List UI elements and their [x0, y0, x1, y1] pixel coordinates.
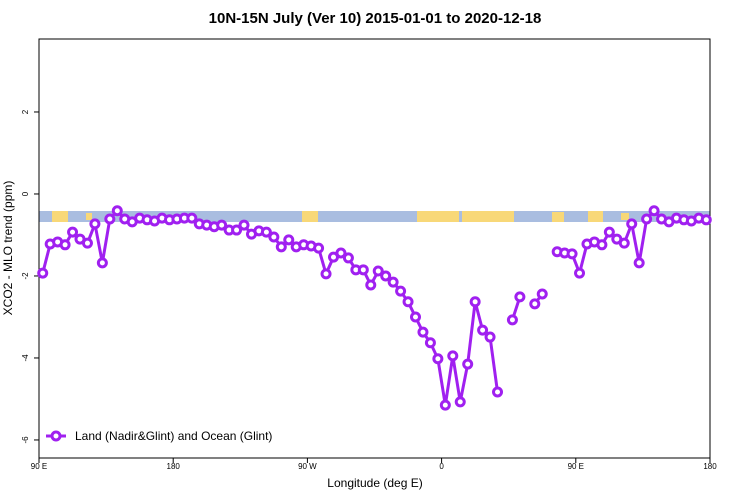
point: [432, 353, 444, 365]
point: [574, 267, 586, 279]
x-axis-label: Longitude (deg E): [327, 476, 422, 490]
y-axis-label: XCO2 - MLO trend (ppm): [1, 181, 15, 316]
point: [626, 218, 638, 230]
y-tick-label: -2: [21, 272, 30, 280]
point: [320, 268, 332, 280]
y-tick-label: 0: [21, 191, 30, 196]
point: [641, 213, 653, 225]
point: [37, 267, 49, 279]
legend-label: Land (Nadir&Glint) and Ocean (Glint): [75, 429, 272, 443]
point: [484, 331, 496, 343]
x-tick-label: 180: [703, 462, 717, 471]
point: [402, 296, 414, 308]
point: [186, 212, 198, 224]
point: [335, 247, 347, 259]
point: [342, 252, 354, 264]
x-tick-label: 90 E: [31, 462, 47, 471]
point: [648, 205, 660, 217]
point: [603, 226, 615, 238]
point: [231, 224, 243, 236]
point: [111, 205, 123, 217]
point: [566, 248, 578, 260]
series-line: [41, 209, 707, 407]
point: [454, 396, 466, 408]
plot-frame: [38, 38, 711, 459]
point: [424, 337, 436, 349]
point: [372, 265, 384, 277]
x-tick-label: 0: [439, 462, 444, 471]
point: [365, 279, 377, 291]
y-tick-label: -6: [21, 436, 30, 444]
point: [238, 219, 250, 231]
point: [596, 239, 608, 251]
point: [59, 239, 71, 251]
point: [462, 358, 474, 370]
point: [536, 288, 548, 300]
point: [395, 285, 407, 297]
point: [417, 326, 429, 338]
y-tick-label: 2: [21, 109, 30, 114]
x-tick-label: 180: [167, 462, 181, 471]
x-tick-label: 90 W: [298, 462, 317, 471]
point: [492, 386, 504, 398]
legend: Land (Nadir&Glint) and Ocean (Glint): [46, 429, 272, 443]
point: [260, 226, 272, 238]
point: [618, 237, 630, 249]
point: [439, 399, 451, 411]
point: [96, 257, 108, 269]
point: [387, 276, 399, 288]
map-strip: [39, 211, 710, 222]
point: [529, 298, 541, 310]
point: [283, 234, 295, 246]
legend-marker: [50, 430, 62, 442]
x-tick-label: 90 E: [568, 462, 584, 471]
point: [477, 324, 489, 336]
point: [89, 218, 101, 230]
point: [506, 314, 518, 326]
point: [216, 219, 228, 231]
point: [380, 270, 392, 282]
point: [104, 213, 116, 225]
point: [313, 242, 325, 254]
point: [275, 241, 287, 253]
point: [469, 296, 481, 308]
point: [268, 231, 280, 243]
point: [700, 214, 712, 226]
point: [633, 257, 645, 269]
point: [447, 350, 459, 362]
point: [67, 226, 79, 238]
y-tick-label: -4: [21, 354, 30, 362]
point: [357, 264, 369, 276]
point: [81, 237, 93, 249]
chart-title: 10N-15N July (Ver 10) 2015-01-01 to 2020…: [209, 10, 542, 27]
point: [410, 311, 422, 323]
point: [514, 291, 526, 303]
